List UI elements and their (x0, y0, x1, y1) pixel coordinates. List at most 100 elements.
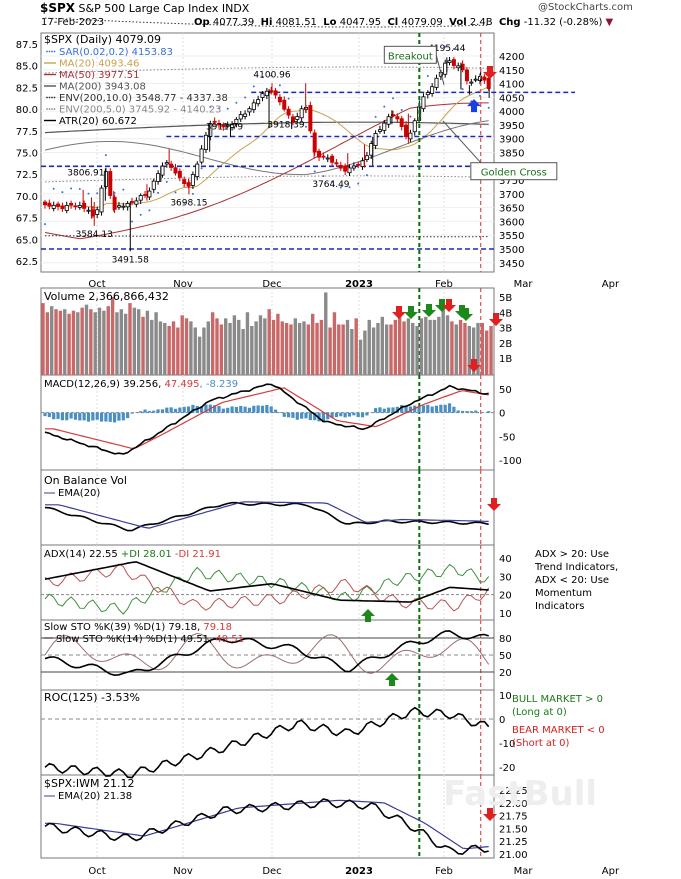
adx-note-line: Momentum (535, 588, 592, 599)
atr-tick-8: 67.5 (16, 214, 38, 225)
volume-bar (45, 312, 50, 375)
price-candle (447, 56, 452, 66)
sar-dot (122, 188, 125, 191)
volume-bar (245, 312, 250, 375)
macd-tick-1: 0 (499, 409, 505, 420)
ma50-line (44, 102, 489, 240)
sar-dot (61, 191, 64, 194)
macd-histogram-bar (487, 411, 491, 413)
macd-histogram-bar (343, 412, 347, 418)
change-label: Chg (498, 17, 521, 28)
price-candle (216, 119, 221, 129)
price-candle (308, 101, 313, 134)
macd-histogram-bar (130, 412, 134, 414)
volume-bar (485, 330, 489, 375)
price-tick-2: 3550 (499, 231, 524, 242)
legend-swatch (48, 96, 51, 99)
sar-dot (261, 76, 264, 79)
macd-histogram-bar (387, 407, 391, 413)
volume-bar (389, 324, 393, 375)
volume-tick-2: 3B (499, 324, 512, 335)
macd-histogram-bar (295, 412, 299, 420)
symbol: $SPX (40, 1, 76, 15)
price-candle (464, 67, 469, 85)
volume-bar (311, 313, 315, 375)
volume-bar (437, 316, 441, 375)
volume-bar (123, 313, 128, 375)
roc-tick-0: 10 (499, 691, 512, 702)
macd-arrow (467, 359, 481, 372)
macd-histogram-bar (99, 412, 104, 422)
volume-arrow (459, 308, 473, 321)
price-candle (408, 129, 413, 143)
x-label-4: Feb (435, 279, 453, 290)
sar-dot (148, 209, 151, 212)
volume-bar (71, 310, 76, 375)
sar-dot (157, 191, 160, 194)
macd-histogram-bar (265, 404, 269, 413)
macd-histogram-bar (443, 404, 447, 413)
macd-histogram-bar (113, 412, 117, 423)
volume-bar (367, 319, 371, 375)
price-candle (460, 60, 465, 73)
sar-dot (96, 192, 99, 195)
close-label: Cl (387, 17, 399, 28)
price-candle (86, 207, 91, 214)
volume-bar (328, 327, 332, 375)
volume-bar (476, 322, 480, 375)
watermark: FastBull (443, 774, 597, 814)
volume-tick-3: 4B (499, 308, 512, 319)
index-name: S&P 500 Large Cap Index (78, 2, 219, 15)
macd-histogram-bar (126, 412, 130, 419)
adx-note-line: Indicators (535, 601, 584, 612)
open-value: 4077.39 (212, 17, 255, 28)
sar-dot (218, 107, 220, 110)
price-candle (390, 110, 395, 118)
volume-bar (271, 319, 276, 375)
volume-bar (345, 319, 350, 375)
bull-note: (Long at 0) (512, 707, 567, 718)
macd-histogram-bar (269, 406, 273, 413)
macd-histogram-bar (260, 405, 265, 413)
volume-bar (219, 324, 224, 375)
legend-swatch (53, 50, 56, 53)
macd-histogram-bar (78, 412, 82, 421)
price-candle (51, 201, 56, 212)
volume-bar (167, 325, 171, 375)
volume-bar (176, 327, 180, 375)
price-tick-8: 3850 (499, 148, 524, 159)
price-candle (277, 94, 282, 106)
price-candle (469, 78, 474, 86)
volume-bar (137, 309, 141, 375)
sar-dot (183, 201, 186, 204)
price-candle (203, 131, 208, 154)
volume-bar (297, 322, 302, 375)
low-value: 4047.95 (339, 17, 382, 28)
sar-dot (52, 187, 55, 190)
sto-arrow (385, 673, 399, 686)
sar-dot (383, 105, 386, 108)
volume-bar (241, 329, 245, 375)
macd-title: MACD(12,26,9) 39.256, 47.495, -8.239 (44, 379, 238, 390)
volume-bar (267, 309, 271, 375)
price-candle (477, 73, 482, 85)
macd-histogram-bar (200, 406, 204, 413)
price-candle (238, 110, 243, 123)
price-candle (356, 161, 361, 169)
volume-bar (128, 303, 132, 375)
macd-histogram-bar (365, 412, 369, 416)
macd-histogram-bar (474, 410, 478, 413)
sar-dot (444, 45, 447, 48)
macd-histogram-bar (191, 404, 195, 413)
sar-dot (78, 187, 81, 190)
sar-dot (209, 105, 212, 108)
x-label-bottom-2: Dec (262, 866, 281, 877)
price-tick-12: 4050 (499, 93, 524, 104)
blue-up-arrow (467, 99, 481, 113)
price-candle (334, 159, 339, 168)
volume-bar (150, 319, 154, 375)
macd-histogram-bar (165, 407, 169, 413)
volume-bar (302, 321, 306, 375)
legend-item: MA(50) 3977.51 (44, 70, 140, 81)
price-candle (282, 96, 287, 112)
